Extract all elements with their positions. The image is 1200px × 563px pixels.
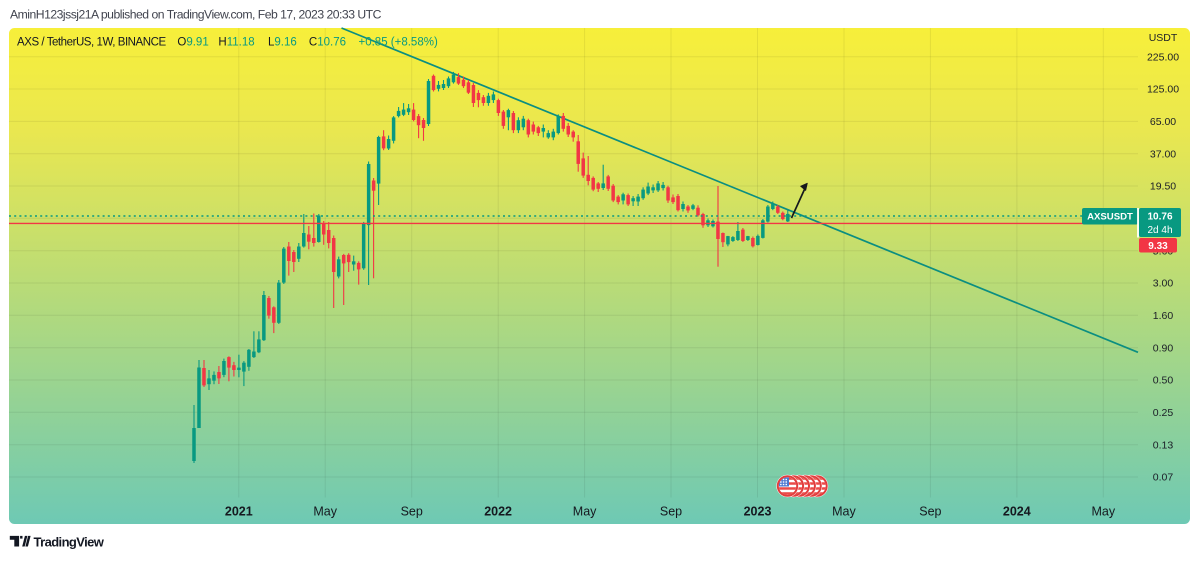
svg-text:0.50: 0.50 xyxy=(1153,375,1174,387)
svg-text:AXS / TetherUS, 1W, BINANCE: AXS / TetherUS, 1W, BINANCE xyxy=(17,36,166,48)
svg-text:Sep: Sep xyxy=(660,505,682,519)
svg-text:H11.18: H11.18 xyxy=(218,36,254,48)
svg-text:9.33: 9.33 xyxy=(1148,241,1168,252)
svg-text:2023: 2023 xyxy=(744,505,772,519)
svg-text:May: May xyxy=(573,505,597,519)
svg-text:0.07: 0.07 xyxy=(1153,472,1174,484)
svg-text:1.60: 1.60 xyxy=(1153,310,1174,322)
svg-text:2024: 2024 xyxy=(1003,505,1031,519)
svg-text:37.00: 37.00 xyxy=(1150,148,1176,160)
svg-text:+0.85 (+8.58%): +0.85 (+8.58%) xyxy=(359,36,438,48)
svg-text:Sep: Sep xyxy=(919,505,941,519)
svg-text:2d 4h: 2d 4h xyxy=(1147,225,1172,236)
svg-text:2022: 2022 xyxy=(484,505,512,519)
svg-text:May: May xyxy=(832,505,856,519)
svg-text:May: May xyxy=(313,505,337,519)
svg-text:0.25: 0.25 xyxy=(1153,407,1174,419)
svg-text:AminH123jssj21A published on T: AminH123jssj21A published on TradingView… xyxy=(10,8,382,22)
svg-text:L9.16: L9.16 xyxy=(268,36,297,48)
svg-text:USDT: USDT xyxy=(1149,32,1178,44)
svg-text:125.00: 125.00 xyxy=(1147,84,1179,96)
svg-text:225.00: 225.00 xyxy=(1147,51,1179,63)
svg-text:O9.91: O9.91 xyxy=(177,36,208,48)
svg-text:May: May xyxy=(1091,505,1115,519)
svg-text:19.50: 19.50 xyxy=(1150,181,1176,193)
svg-text:65.00: 65.00 xyxy=(1150,116,1176,128)
svg-text:10.76: 10.76 xyxy=(1147,212,1172,223)
svg-text:Sep: Sep xyxy=(401,505,423,519)
svg-text:0.90: 0.90 xyxy=(1153,342,1174,354)
svg-text:C10.76: C10.76 xyxy=(309,36,346,48)
svg-text:0.13: 0.13 xyxy=(1153,439,1174,451)
svg-text:AXSUSDT: AXSUSDT xyxy=(1087,212,1133,223)
svg-text:3.00: 3.00 xyxy=(1153,278,1174,290)
svg-text:TradingView: TradingView xyxy=(34,535,105,550)
svg-text:2021: 2021 xyxy=(225,505,253,519)
